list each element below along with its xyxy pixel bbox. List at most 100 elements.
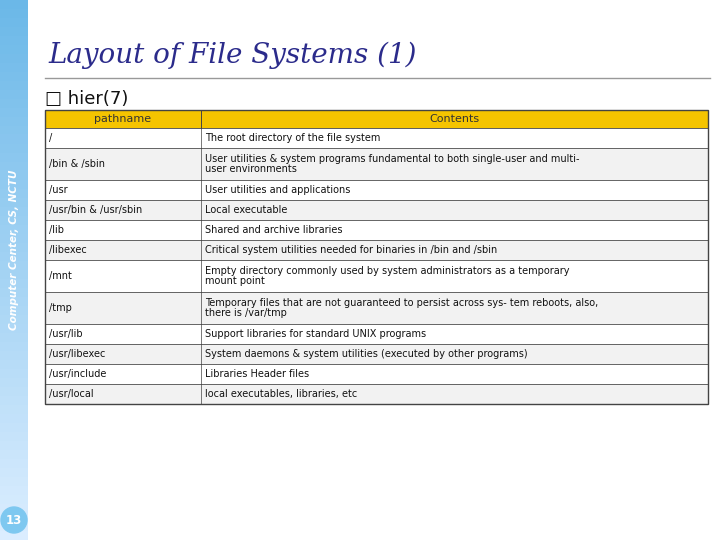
Text: /usr/local: /usr/local bbox=[49, 389, 94, 399]
Text: □ hier(7): □ hier(7) bbox=[45, 90, 128, 108]
Bar bbox=[0, 441, 28, 450]
Text: /usr/lib: /usr/lib bbox=[49, 329, 83, 339]
Text: System daemons & system utilities (executed by other programs): System daemons & system utilities (execu… bbox=[204, 349, 528, 359]
Text: Computer Center, CS, NCTU: Computer Center, CS, NCTU bbox=[9, 170, 19, 330]
Bar bbox=[0, 260, 28, 270]
Text: /bin & /sbin: /bin & /sbin bbox=[49, 159, 105, 169]
Text: /libexec: /libexec bbox=[49, 245, 86, 255]
Bar bbox=[0, 323, 28, 333]
Bar bbox=[0, 252, 28, 261]
Bar bbox=[0, 333, 28, 342]
Bar bbox=[0, 107, 28, 117]
Bar bbox=[0, 341, 28, 351]
Bar bbox=[0, 468, 28, 477]
Bar bbox=[45, 364, 708, 384]
Bar bbox=[0, 395, 28, 405]
Bar bbox=[0, 512, 28, 522]
Bar bbox=[0, 225, 28, 234]
Bar bbox=[45, 344, 708, 364]
Bar bbox=[0, 279, 28, 288]
Text: /lib: /lib bbox=[49, 225, 64, 235]
Bar bbox=[0, 188, 28, 198]
Text: Libraries Header files: Libraries Header files bbox=[204, 369, 309, 379]
Bar bbox=[0, 503, 28, 513]
Bar bbox=[0, 377, 28, 387]
Bar bbox=[0, 522, 28, 531]
Text: Temporary files that are not guaranteed to persist across sys- tem reboots, also: Temporary files that are not guaranteed … bbox=[204, 299, 598, 308]
Text: Contents: Contents bbox=[429, 114, 480, 124]
Bar bbox=[45, 110, 708, 128]
Text: /usr/bin & /usr/sbin: /usr/bin & /usr/sbin bbox=[49, 205, 143, 215]
Bar bbox=[0, 179, 28, 189]
Text: /usr: /usr bbox=[49, 185, 68, 195]
Bar bbox=[0, 431, 28, 441]
Text: 13: 13 bbox=[6, 514, 22, 526]
Bar bbox=[0, 215, 28, 225]
Text: Support libraries for standard UNIX programs: Support libraries for standard UNIX prog… bbox=[204, 329, 426, 339]
Bar bbox=[45, 260, 708, 292]
Bar bbox=[0, 206, 28, 216]
Text: Local executable: Local executable bbox=[204, 205, 287, 215]
Text: pathname: pathname bbox=[94, 114, 151, 124]
Text: Shared and archive libraries: Shared and archive libraries bbox=[204, 225, 342, 235]
Bar bbox=[0, 404, 28, 414]
Bar bbox=[0, 63, 28, 72]
Bar bbox=[0, 152, 28, 162]
Text: Layout of File Systems (1): Layout of File Systems (1) bbox=[48, 42, 416, 69]
Bar bbox=[0, 98, 28, 108]
Text: /mnt: /mnt bbox=[49, 271, 72, 281]
Bar bbox=[0, 242, 28, 252]
Bar bbox=[0, 387, 28, 396]
Bar bbox=[0, 17, 28, 27]
Bar bbox=[0, 144, 28, 153]
Bar bbox=[0, 171, 28, 180]
Bar bbox=[0, 44, 28, 54]
Bar bbox=[0, 530, 28, 540]
Bar bbox=[0, 296, 28, 306]
Bar bbox=[0, 287, 28, 297]
Text: /usr/include: /usr/include bbox=[49, 369, 107, 379]
Bar bbox=[0, 414, 28, 423]
Bar bbox=[45, 200, 708, 220]
Bar bbox=[0, 306, 28, 315]
Text: there is /var/tmp: there is /var/tmp bbox=[204, 307, 287, 318]
Bar bbox=[0, 495, 28, 504]
Bar bbox=[0, 117, 28, 126]
Bar bbox=[45, 292, 708, 324]
Bar bbox=[0, 360, 28, 369]
Bar bbox=[0, 368, 28, 378]
Bar bbox=[0, 458, 28, 468]
Text: The root directory of the file system: The root directory of the file system bbox=[204, 133, 380, 143]
Bar bbox=[45, 110, 708, 404]
Text: user environments: user environments bbox=[204, 164, 297, 173]
Bar bbox=[0, 53, 28, 63]
Bar bbox=[0, 0, 28, 9]
Bar bbox=[0, 26, 28, 36]
Text: User utilities & system programs fundamental to both single-user and multi-: User utilities & system programs fundame… bbox=[204, 154, 580, 165]
Text: local executables, libraries, etc: local executables, libraries, etc bbox=[204, 389, 357, 399]
Text: /: / bbox=[49, 133, 53, 143]
Text: /tmp: /tmp bbox=[49, 303, 72, 313]
Text: Critical system utilities needed for binaries in /bin and /sbin: Critical system utilities needed for bin… bbox=[204, 245, 497, 255]
Text: /usr/libexec: /usr/libexec bbox=[49, 349, 105, 359]
Bar bbox=[45, 220, 708, 240]
Text: Empty directory commonly used by system administrators as a temporary: Empty directory commonly used by system … bbox=[204, 267, 570, 276]
Bar bbox=[0, 36, 28, 45]
Bar bbox=[45, 240, 708, 260]
Bar bbox=[45, 148, 708, 180]
Bar bbox=[0, 71, 28, 81]
Bar bbox=[0, 233, 28, 243]
Bar bbox=[0, 161, 28, 171]
Bar bbox=[0, 9, 28, 18]
Bar bbox=[0, 125, 28, 135]
Bar bbox=[45, 128, 708, 148]
Bar bbox=[0, 485, 28, 495]
Text: mount point: mount point bbox=[204, 275, 265, 286]
Circle shape bbox=[1, 507, 27, 533]
Bar bbox=[0, 269, 28, 279]
Bar bbox=[0, 134, 28, 144]
Bar bbox=[0, 314, 28, 324]
Bar bbox=[45, 324, 708, 344]
Text: User utilities and applications: User utilities and applications bbox=[204, 185, 350, 195]
Bar bbox=[0, 476, 28, 486]
